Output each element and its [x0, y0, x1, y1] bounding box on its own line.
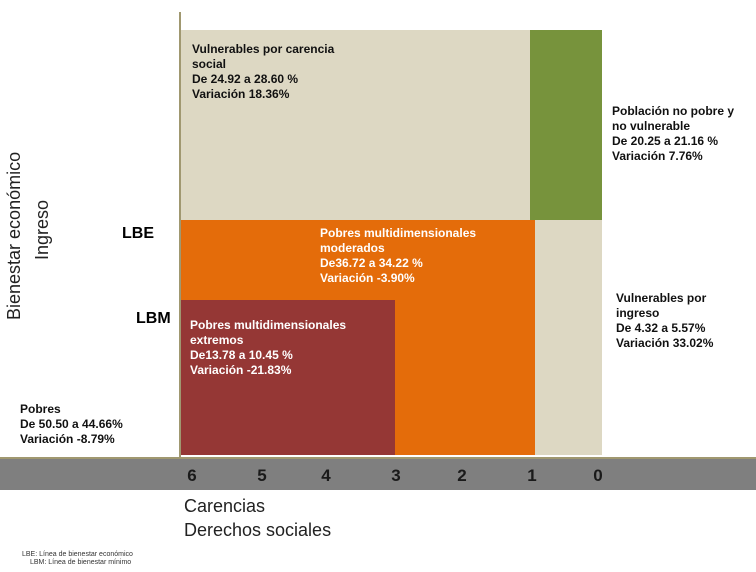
region-text: Variación 18.36% [192, 87, 290, 101]
region-text: ingreso [616, 306, 659, 320]
region-text: Vulnerables por [616, 291, 707, 305]
x-number: 6 [187, 466, 196, 485]
x-number: 1 [527, 466, 536, 485]
x-number: 4 [321, 466, 331, 485]
region-text: Población no pobre y [612, 104, 734, 118]
region-text: extremos [190, 333, 244, 347]
x-axis-bar [0, 458, 756, 490]
y-axis-label: Ingreso [32, 200, 52, 260]
region-text: Pobres multidimensionales [190, 318, 346, 332]
region-text: De36.72 a 34.22 % [320, 256, 423, 270]
region-text: Variación -21.83% [190, 363, 292, 377]
region-text: De 4.32 a 5.57% [616, 321, 706, 335]
footnote: LBM: Línea de bienestar mínimo [30, 559, 131, 566]
region-text: Vulnerables por carencia [192, 42, 335, 56]
region-vulnerables-carencia [180, 30, 530, 220]
region-vulnerables-ingreso [535, 220, 602, 455]
region-text: De13.78 a 10.45 % [190, 348, 293, 362]
x-axis-label: Derechos sociales [184, 520, 331, 540]
region-text: De 50.50 a 44.66% [20, 417, 123, 431]
lbm-label: LBM [136, 310, 171, 327]
y-axis-label: Bienestar económico [4, 152, 24, 320]
region-text: Variación -3.90% [320, 271, 415, 285]
region-text: Variación 7.76% [612, 149, 703, 163]
region-text: Variación -8.79% [20, 432, 115, 446]
region-text: Pobres multidimensionales [320, 226, 476, 240]
region-no-pobre [530, 30, 602, 220]
region-text: no vulnerable [612, 119, 690, 133]
x-number: 0 [593, 466, 602, 485]
x-number: 3 [391, 466, 400, 485]
region-extremos [180, 300, 395, 455]
region-text: De 20.25 a 21.16 % [612, 134, 718, 148]
footnote: LBE: Línea de bienestar económico [22, 551, 133, 558]
region-text: social [192, 57, 226, 71]
lbe-label: LBE [122, 225, 154, 242]
x-number: 2 [457, 466, 466, 485]
region-text: Variación 33.02% [616, 336, 714, 350]
region-text: Pobres [20, 402, 61, 416]
region-text: De 24.92 a 28.60 % [192, 72, 298, 86]
region-text: moderados [320, 241, 385, 255]
x-axis-label: Carencias [184, 496, 265, 516]
x-number: 5 [257, 466, 266, 485]
